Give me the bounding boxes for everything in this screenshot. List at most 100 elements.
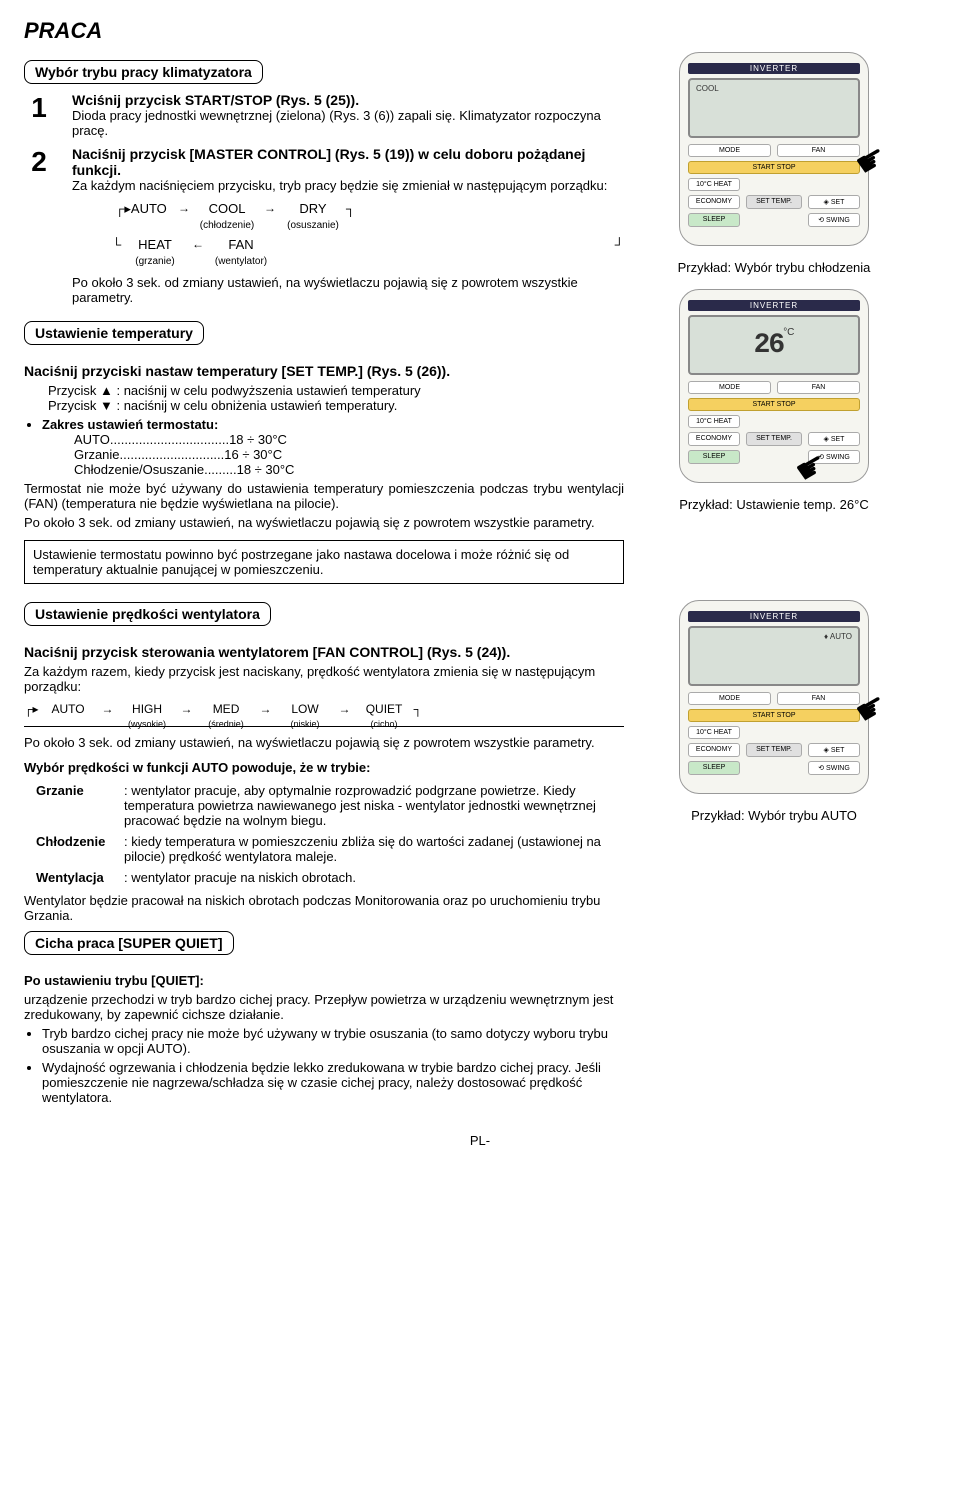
- arrow-icon: [177, 702, 197, 716]
- section2-note1: Termostat nie może być używany do ustawi…: [24, 481, 624, 511]
- page-title: PRACA: [24, 18, 936, 44]
- screen1-text: COOL: [696, 84, 719, 93]
- section3-text: Za każdym razem, kiedy przycisk jest nac…: [24, 664, 624, 694]
- section2-up: Przycisk ▲ : naciśnij w celu podwyższeni…: [48, 383, 624, 398]
- caption-1: Przykład: Wybór trybu chłodzenia: [678, 260, 871, 275]
- mode-cool: COOL: [209, 201, 246, 216]
- def-wentylacja-body: : wentylator pracuje na niskich obrotach…: [124, 870, 624, 885]
- fan-auto: AUTO: [51, 702, 84, 716]
- section4-heading: Cicha praca [SUPER QUIET]: [24, 931, 234, 955]
- mode-dry: DRY: [299, 201, 326, 216]
- caption-3: Przykład: Wybór trybu AUTO: [691, 808, 857, 823]
- section4-title: Po ustawieniu trybu [QUIET]:: [24, 973, 624, 988]
- range-cool: Chłodzenie/Osuszanie.........18 ÷ 30°C: [74, 462, 624, 477]
- fan-cycle-diagram: ┌▸ AUTO HIGH(wysokie) MED(średnie) LOW(n…: [24, 702, 624, 727]
- step-1-text: Dioda pracy jednostki wewnętrznej (zielo…: [72, 108, 624, 138]
- screen3-text: ♦ AUTO: [824, 632, 852, 641]
- settemp-button: SET TEMP.: [746, 432, 802, 446]
- step-1: 1 Wciśnij przycisk START/STOP (Rys. 5 (2…: [24, 92, 624, 138]
- fan-med-sub: (średnie): [208, 719, 244, 729]
- remote-screen-1: COOL: [688, 78, 860, 138]
- swing-button: ⟲ SWING: [808, 761, 860, 775]
- heat-button: 10°C HEAT: [688, 178, 740, 191]
- inverter-label: INVERTER: [688, 63, 860, 74]
- sleep-button: SLEEP: [688, 761, 740, 775]
- set-button: ◈ SET: [808, 195, 860, 209]
- def-chlodzenie-body: : kiedy temperatura w pomieszczeniu zbli…: [124, 834, 624, 864]
- fan-quiet: QUIET: [366, 702, 403, 716]
- section1-heading: Wybór trybu pracy klimatyzatora: [24, 60, 263, 84]
- fan-low-sub: (niskie): [291, 719, 320, 729]
- mode-button: MODE: [688, 692, 771, 705]
- mode-fan-sub: (wentylator): [215, 256, 267, 267]
- heat-button: 10°C HEAT: [688, 726, 740, 739]
- section3-after: Po około 3 sek. od zmiany ustawień, na w…: [24, 735, 624, 750]
- economy-button: ECONOMY: [688, 743, 740, 757]
- remote-example-3: INVERTER ♦ AUTO MODE FAN ☚ START STOP 10…: [679, 600, 869, 794]
- mode-heat: HEAT: [138, 237, 172, 252]
- section3-heading: Ustawienie prędkości wentylatora: [24, 602, 271, 626]
- start-stop-button: START STOP: [688, 709, 860, 722]
- fan-quiet-sub: (cicho): [371, 719, 398, 729]
- swing-button: ⟲ SWING: [808, 213, 860, 227]
- settemp-button: SET TEMP.: [746, 195, 802, 209]
- section3-title: Naciśnij przycisk sterowania wentylatore…: [24, 644, 624, 660]
- arrow-icon: [335, 702, 355, 716]
- start-stop-button: START STOP: [688, 161, 860, 174]
- right-column: INVERTER COOL MODE ☚ FAN START STOP 10°C…: [644, 52, 904, 1109]
- set-button: ◈ SET: [808, 743, 860, 757]
- section2-note2: Po około 3 sek. od zmiany ustawień, na w…: [24, 515, 624, 530]
- step-2-after: Po około 3 sek. od zmiany ustawień, na w…: [72, 275, 624, 305]
- fan-low: LOW: [291, 702, 318, 716]
- fan-med: MED: [213, 702, 240, 716]
- remote-screen-3: ♦ AUTO: [688, 626, 860, 686]
- section4-bullet2: Wydajność ogrzewania i chłodzenia będzie…: [42, 1060, 624, 1105]
- section4-text: urządzenie przechodzi w tryb bardzo cich…: [24, 992, 624, 1022]
- section2-box: Ustawienie termostatu powinno być postrz…: [24, 540, 624, 584]
- mode-cool-sub: (chłodzenie): [200, 220, 254, 231]
- start-stop-button: START STOP: [688, 398, 860, 411]
- section3-auto-title: Wybór prędkości w funkcji AUTO powoduje,…: [24, 760, 624, 775]
- fan-button: FAN: [777, 692, 860, 705]
- range-heat: Grzanie.............................16 ÷…: [74, 447, 624, 462]
- fan-button: FAN: [777, 381, 860, 394]
- mode-dry-sub: (osuszanie): [287, 220, 339, 231]
- mode-heat-sub: (grzanie): [135, 256, 174, 267]
- step-2-text: Za każdym naciśnięciem przycisku, tryb p…: [72, 178, 624, 193]
- section3-note: Wentylator będzie pracował na niskich ob…: [24, 893, 624, 923]
- page-footer: PL-: [24, 1133, 936, 1148]
- sleep-button: SLEEP: [688, 213, 740, 227]
- inverter-label: INVERTER: [688, 611, 860, 622]
- mode-button: MODE: [688, 381, 771, 394]
- def-wentylacja-term: Wentylacja: [36, 870, 116, 885]
- set-button: ◈ SET: [808, 432, 860, 446]
- arrow-icon: [260, 201, 280, 215]
- step-2-title: Naciśnij przycisk [MASTER CONTROL] (Rys.…: [72, 146, 624, 178]
- section2-title: Naciśnij przyciski nastaw temperatury [S…: [24, 363, 624, 379]
- range-auto: AUTO.................................18 …: [74, 432, 624, 447]
- arrow-icon: [98, 702, 118, 716]
- left-column: Wybór trybu pracy klimatyzatora 1 Wciśni…: [24, 52, 624, 1109]
- economy-button: ECONOMY: [688, 432, 740, 446]
- section2-down: Przycisk ▼ : naciśnij w celu obniżenia u…: [48, 398, 624, 413]
- section2-heading: Ustawienie temperatury: [24, 321, 204, 345]
- fan-high: HIGH: [132, 702, 162, 716]
- screen2-text: 26: [754, 330, 784, 361]
- fan-high-sub: (wysokie): [128, 719, 166, 729]
- heat-button: 10°C HEAT: [688, 415, 740, 428]
- remote-screen-2: 26°C: [688, 315, 860, 375]
- mode-auto: AUTO: [131, 201, 167, 216]
- def-grzanie-term: Grzanie: [36, 783, 116, 828]
- fan-button: FAN: [777, 144, 860, 157]
- arrow-icon: [256, 702, 276, 716]
- range-title: Zakres ustawień termostatu:: [42, 417, 218, 432]
- def-chlodzenie-term: Chłodzenie: [36, 834, 116, 864]
- main-layout: Wybór trybu pracy klimatyzatora 1 Wciśni…: [24, 52, 936, 1109]
- settemp-button: SET TEMP.: [746, 743, 802, 757]
- arrow-icon: [188, 237, 208, 251]
- remote-example-1: INVERTER COOL MODE ☚ FAN START STOP 10°C…: [679, 52, 869, 246]
- step-2-number: 2: [24, 146, 54, 305]
- swing-button: ⟲ SWING: [808, 450, 860, 464]
- def-grzanie-body: : wentylator pracuje, aby optymalnie roz…: [124, 783, 624, 828]
- caption-2: Przykład: Ustawienie temp. 26°C: [679, 497, 868, 512]
